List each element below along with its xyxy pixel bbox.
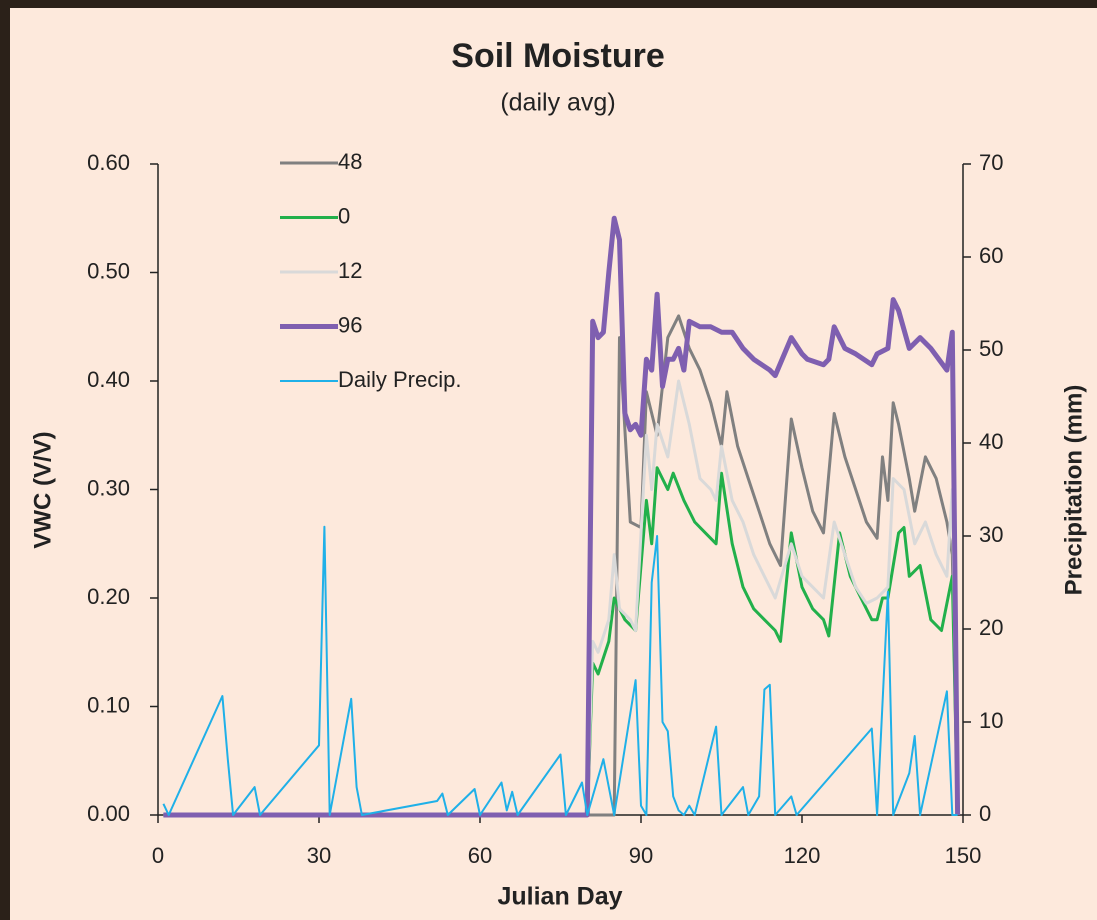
y-tick-label: 0.00 (87, 801, 130, 826)
y2-tick-label: 20 (979, 615, 1003, 640)
y2-tick-label: 30 (979, 522, 1003, 547)
y-tick-label: 0.30 (87, 475, 130, 500)
series-line (163, 215, 961, 818)
series-line (163, 379, 960, 817)
x-tick-label: 90 (629, 843, 653, 868)
y-tick-label: 0.50 (87, 258, 130, 283)
y2-axis-label: Precipitation (mm) (1060, 385, 1087, 596)
y2-tick-label: 60 (979, 243, 1003, 268)
legend-label: 48 (338, 149, 362, 174)
y-tick-label: 0.60 (87, 150, 130, 175)
y-tick-label: 0.20 (87, 584, 130, 609)
y2-tick-label: 40 (979, 429, 1003, 454)
y-axis-label: VWC (V/V) (29, 431, 56, 548)
legend-label: 0 (338, 203, 350, 228)
series-line (163, 314, 960, 817)
x-tick-label: 30 (307, 843, 331, 868)
y2-tick-label: 10 (979, 708, 1003, 733)
chart-title: Soil Moisture (451, 37, 664, 75)
legend-label: Daily Precip. (338, 367, 461, 392)
chart-background (10, 8, 1097, 920)
y-tick-label: 0.40 (87, 367, 130, 392)
y2-tick-label: 70 (979, 150, 1003, 175)
x-tick-label: 0 (152, 843, 164, 868)
y2-tick-label: 50 (979, 336, 1003, 361)
x-axis-label: Julian Day (497, 883, 622, 911)
x-tick-label: 60 (468, 843, 492, 868)
series-line (162, 525, 958, 816)
x-tick-label: 150 (945, 843, 982, 868)
legend-label: 96 (338, 312, 362, 337)
y2-tick-label: 0 (979, 801, 991, 826)
x-tick-label: 120 (784, 843, 821, 868)
chart-subtitle: (daily avg) (500, 89, 615, 117)
legend-label: 12 (338, 258, 362, 283)
y-tick-label: 0.10 (87, 692, 130, 717)
